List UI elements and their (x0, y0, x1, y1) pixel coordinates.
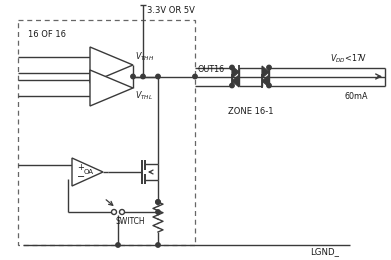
Text: 3.3V OR 5V: 3.3V OR 5V (147, 5, 195, 15)
Circle shape (141, 74, 145, 79)
Circle shape (267, 83, 271, 88)
Polygon shape (262, 66, 269, 78)
Text: $V_{DD}$<17V: $V_{DD}$<17V (330, 52, 367, 65)
Text: ZONE 16-1: ZONE 16-1 (228, 107, 273, 116)
Circle shape (267, 65, 271, 70)
Bar (18, 20, 195, 245)
Text: OA: OA (84, 169, 94, 175)
Text: 16 OF 16: 16 OF 16 (28, 29, 66, 38)
Polygon shape (232, 75, 239, 87)
Circle shape (116, 243, 120, 247)
Circle shape (230, 83, 234, 88)
Polygon shape (90, 47, 133, 83)
Text: $V_{THH}$: $V_{THH}$ (135, 51, 154, 63)
Circle shape (156, 200, 160, 204)
Polygon shape (262, 75, 269, 87)
Circle shape (230, 65, 234, 70)
Text: OUT16: OUT16 (198, 65, 225, 74)
Circle shape (193, 74, 197, 79)
Text: +: + (77, 162, 84, 172)
Circle shape (156, 200, 160, 204)
Text: LGND_: LGND_ (310, 248, 339, 257)
Circle shape (156, 74, 160, 79)
Polygon shape (232, 66, 239, 78)
Text: −: − (77, 172, 85, 182)
Circle shape (156, 210, 160, 214)
Circle shape (120, 210, 124, 214)
Polygon shape (72, 158, 103, 186)
Circle shape (111, 210, 117, 214)
Circle shape (131, 74, 135, 79)
Polygon shape (90, 70, 133, 106)
Circle shape (156, 243, 160, 247)
Text: 60mA: 60mA (345, 92, 368, 101)
Text: $V_{THL}$: $V_{THL}$ (135, 90, 153, 102)
Text: SWITCH: SWITCH (116, 217, 145, 225)
